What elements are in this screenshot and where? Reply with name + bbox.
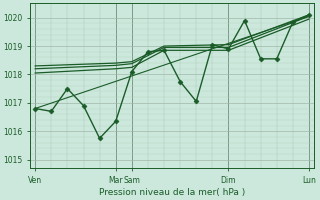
X-axis label: Pression niveau de la mer( hPa ): Pression niveau de la mer( hPa ) [99,188,245,197]
